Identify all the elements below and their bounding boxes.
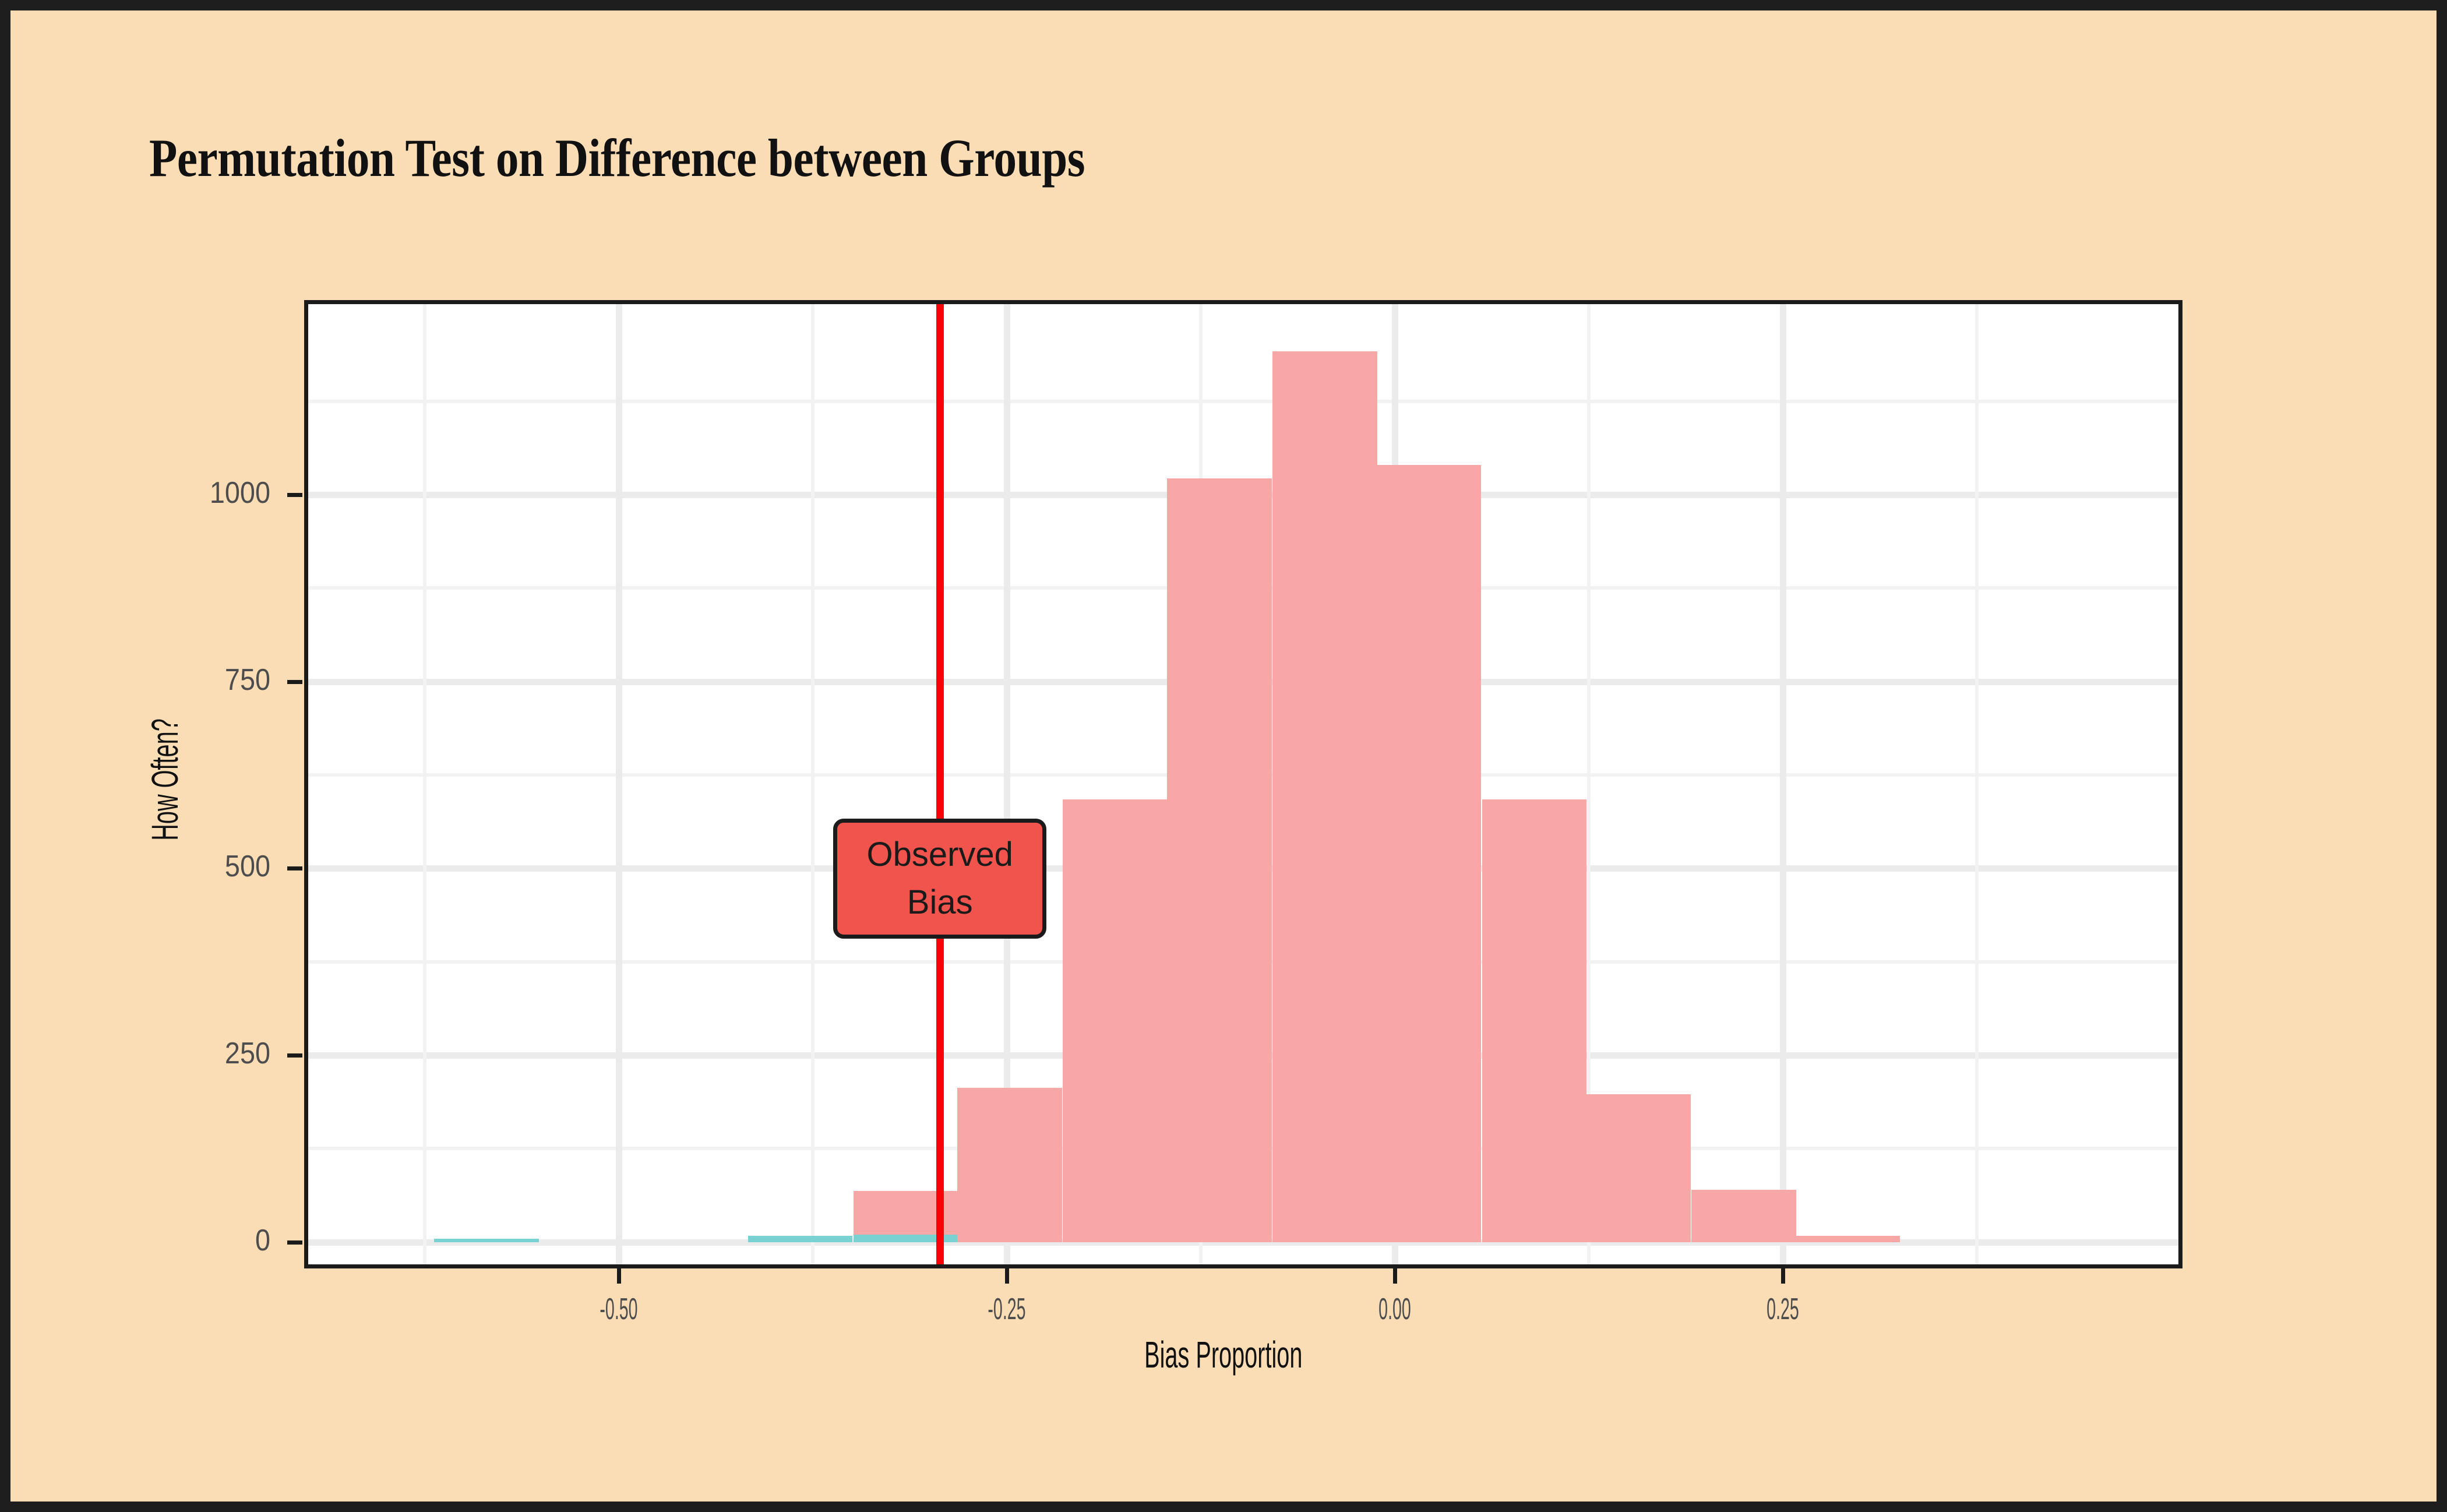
- y-axis-tick-label: 750: [224, 662, 270, 697]
- observed-bias-annotation-line1: Observed: [866, 836, 1013, 874]
- histogram-bar: [1063, 799, 1168, 1242]
- gridline-major-vertical: [1003, 304, 1010, 1264]
- gridline-minor-vertical: [810, 304, 815, 1264]
- x-axis-title: Bias Proportion: [10, 1333, 2437, 1376]
- gridline-major-vertical: [1779, 304, 1786, 1264]
- y-axis-tick-label: 1000: [209, 476, 270, 510]
- y-axis-tick-label: 500: [224, 850, 270, 884]
- y-axis-tick-mark: [287, 1240, 302, 1245]
- gridline-major-vertical: [615, 304, 622, 1264]
- y-axis-tick-label: 0: [255, 1223, 270, 1257]
- y-axis-tick-mark: [287, 493, 302, 498]
- x-axis-tick-mark: [1392, 1268, 1397, 1284]
- gridline-minor-vertical: [422, 304, 426, 1264]
- x-axis-tick-label: -0.25: [988, 1292, 1026, 1326]
- y-axis-title-text: How Often?: [144, 718, 186, 841]
- plot-canvas: Permutation Test on Difference between G…: [10, 10, 2437, 1502]
- x-axis-tick-label: 0.00: [1378, 1292, 1411, 1326]
- histogram-bar: [1272, 351, 1377, 1242]
- histogram-bar: [957, 1088, 1062, 1242]
- observed-bias-annotation-line2: Bias: [907, 883, 973, 922]
- histogram-bar: [1586, 1094, 1691, 1242]
- histogram-bar: [1691, 1189, 1796, 1242]
- x-axis-tick-mark: [1004, 1268, 1009, 1284]
- plot-panel-inner: Observed Bias: [308, 304, 2178, 1264]
- x-axis-tick-label: 0.25: [1766, 1292, 1799, 1326]
- y-axis-tick-mark: [287, 866, 302, 871]
- observed-bias-line: [936, 304, 944, 1264]
- histogram-bar: [434, 1238, 540, 1242]
- x-axis-tick-label: -0.50: [600, 1292, 638, 1326]
- y-axis-title: How Often?: [142, 593, 188, 966]
- histogram-bar: [1482, 799, 1587, 1242]
- histogram-bar: [748, 1236, 853, 1242]
- plot-panel: Observed Bias: [304, 300, 2182, 1268]
- y-axis-tick-label: 250: [224, 1036, 270, 1070]
- chart-title: Permutation Test on Difference between G…: [149, 128, 1085, 188]
- x-axis-title-text: Bias Proportion: [1144, 1334, 1303, 1376]
- y-axis-tick-mark: [287, 679, 302, 684]
- histogram-bar: [1166, 478, 1272, 1242]
- observed-bias-annotation: Observed Bias: [833, 819, 1047, 939]
- histogram-bar: [1376, 464, 1482, 1242]
- gridline-minor-vertical: [1586, 304, 1591, 1264]
- gridline-major-horizontal: [308, 1239, 2178, 1246]
- histogram-bar: [853, 1234, 958, 1242]
- histogram-bar: [1795, 1236, 1901, 1242]
- x-axis-tick-mark: [1780, 1268, 1785, 1284]
- gridline-minor-vertical: [1974, 304, 1979, 1264]
- x-axis-tick-mark: [616, 1268, 621, 1284]
- y-axis-tick-mark: [287, 1053, 302, 1058]
- gridline-minor-horizontal: [308, 399, 2178, 403]
